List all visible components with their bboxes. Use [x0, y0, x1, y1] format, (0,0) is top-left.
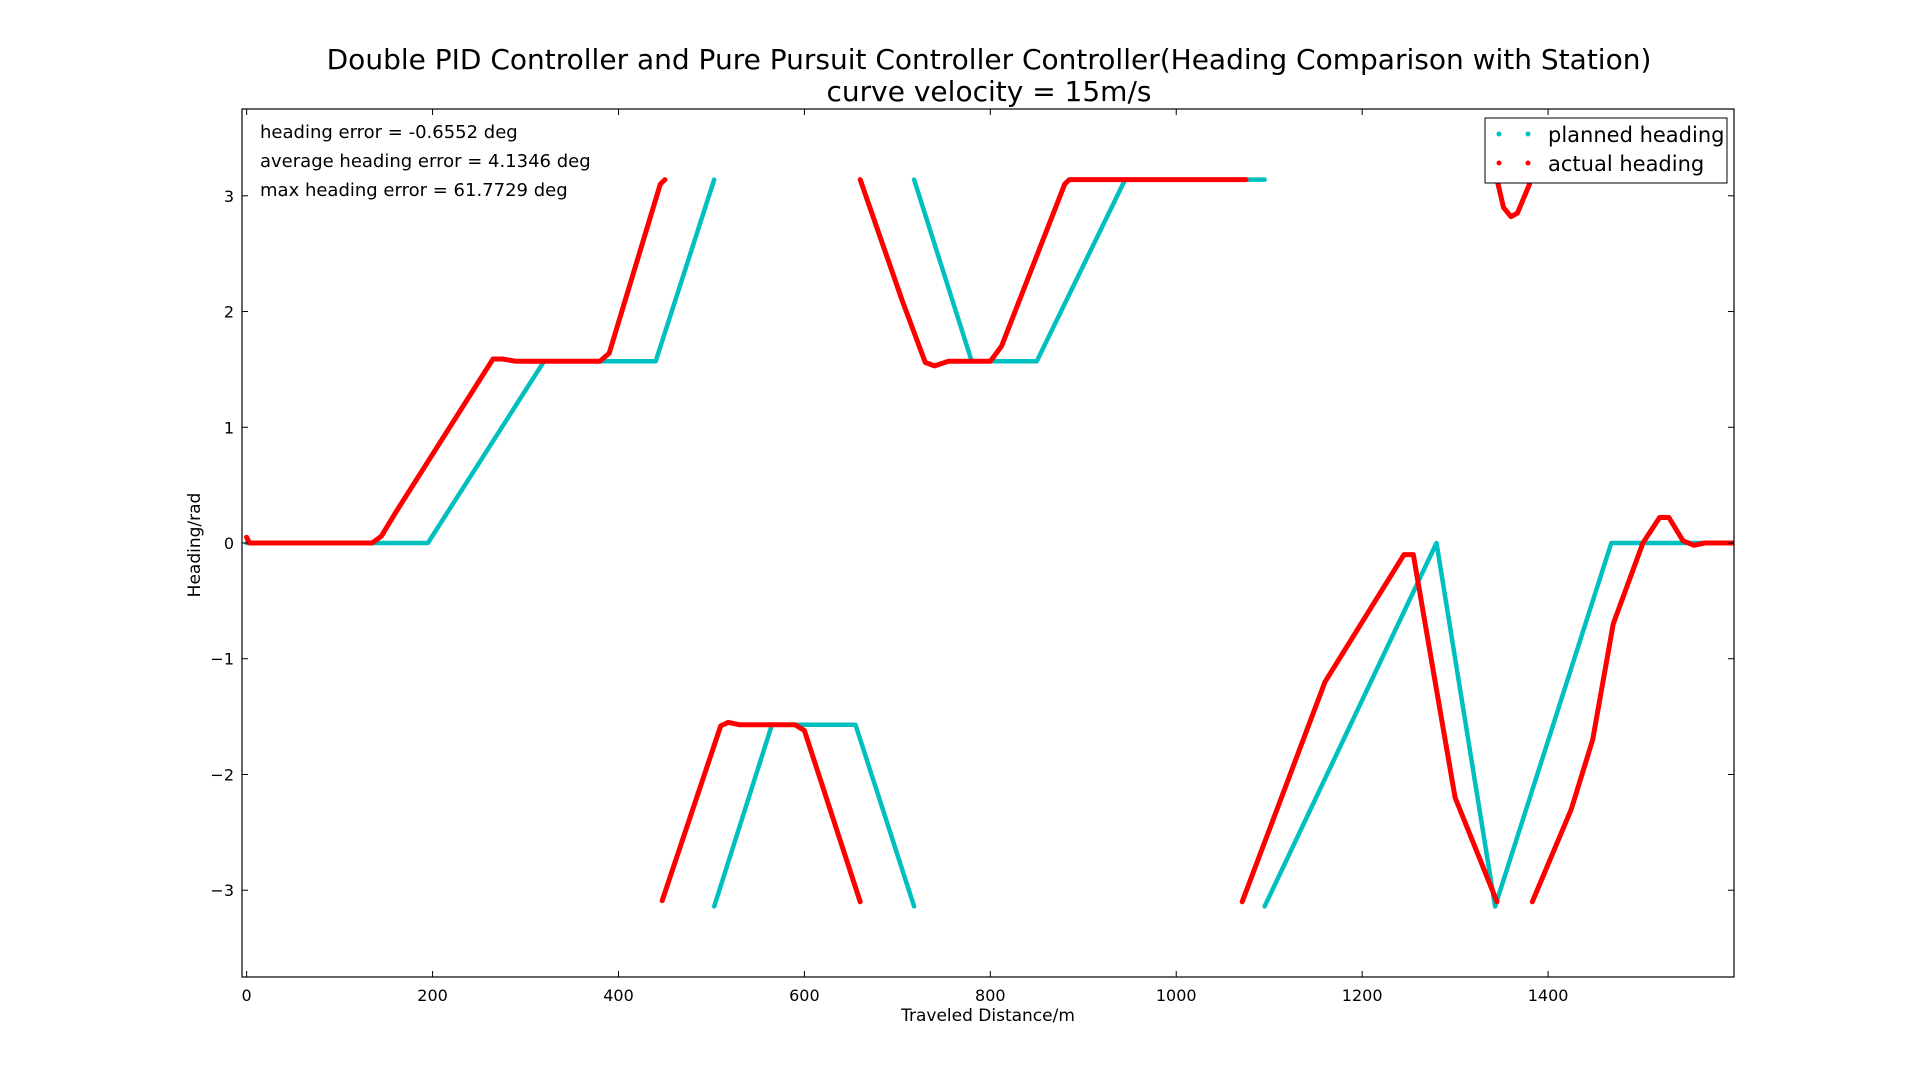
tick-layer: 0 200 400 600 800 1000 1200 1400 3 2 1 0 −1 −2 −3	[210, 109, 1734, 1005]
y-tick-label: 1	[224, 418, 234, 437]
y-tick-label: 2	[224, 303, 234, 322]
legend-frame	[1484, 117, 1728, 184]
y-axis-label: Heading/rad	[185, 493, 205, 598]
actual-heading-segment-1	[659, 719, 863, 905]
chart-subtitle: curve velocity = 15m/s	[827, 75, 1152, 108]
x-tick-label: 600	[789, 986, 820, 1005]
y-tick-label: 0	[224, 534, 234, 553]
x-tick-label: 400	[603, 986, 634, 1005]
annotation-heading-error: heading error = -0.6552 deg	[260, 122, 518, 143]
actual-heading-segment-3	[1239, 552, 1500, 905]
annotation-max-heading-error: max heading error = 61.7729 deg	[260, 180, 568, 201]
actual-heading-segment-0	[244, 177, 668, 546]
x-tick-label: 1400	[1528, 986, 1569, 1005]
y-tick-label: −1	[210, 650, 234, 669]
actual-heading-segment-2	[857, 177, 1249, 369]
series-layer	[244, 177, 1734, 909]
annotation-average-heading-error: average heading error = 4.1346 deg	[260, 151, 591, 172]
annotation-box: heading error = -0.6552 deg average head…	[260, 122, 591, 201]
planned-heading-segment-3	[1262, 540, 1498, 909]
chart-title: Double PID Controller and Pure Pursuit C…	[327, 43, 1652, 76]
y-tick-label: −3	[210, 881, 234, 900]
y-tick-label: 3	[224, 187, 234, 206]
actual-heading-segment-5	[1529, 515, 1734, 905]
x-tick-label: 0	[242, 986, 252, 1005]
x-tick-label: 1000	[1156, 986, 1197, 1005]
legend-marker-planned	[1496, 131, 1502, 137]
legend-label-actual: actual heading	[1548, 152, 1704, 176]
legend-marker-actual	[1496, 160, 1502, 166]
x-tick-label: 1200	[1342, 986, 1383, 1005]
x-axis-label: Traveled Distance/m	[900, 1006, 1075, 1026]
planned-heading-segment-1	[711, 722, 917, 909]
actual-heading-segment-4	[1494, 177, 1532, 220]
x-tick-label: 200	[417, 986, 448, 1005]
legend-label-planned: planned heading	[1548, 123, 1724, 147]
legend-marker-actual	[1525, 160, 1531, 166]
x-tick-label: 800	[975, 986, 1006, 1005]
legend: planned heading actual heading	[1484, 117, 1728, 184]
legend-marker-planned	[1525, 131, 1531, 137]
y-tick-label: −2	[210, 765, 234, 784]
